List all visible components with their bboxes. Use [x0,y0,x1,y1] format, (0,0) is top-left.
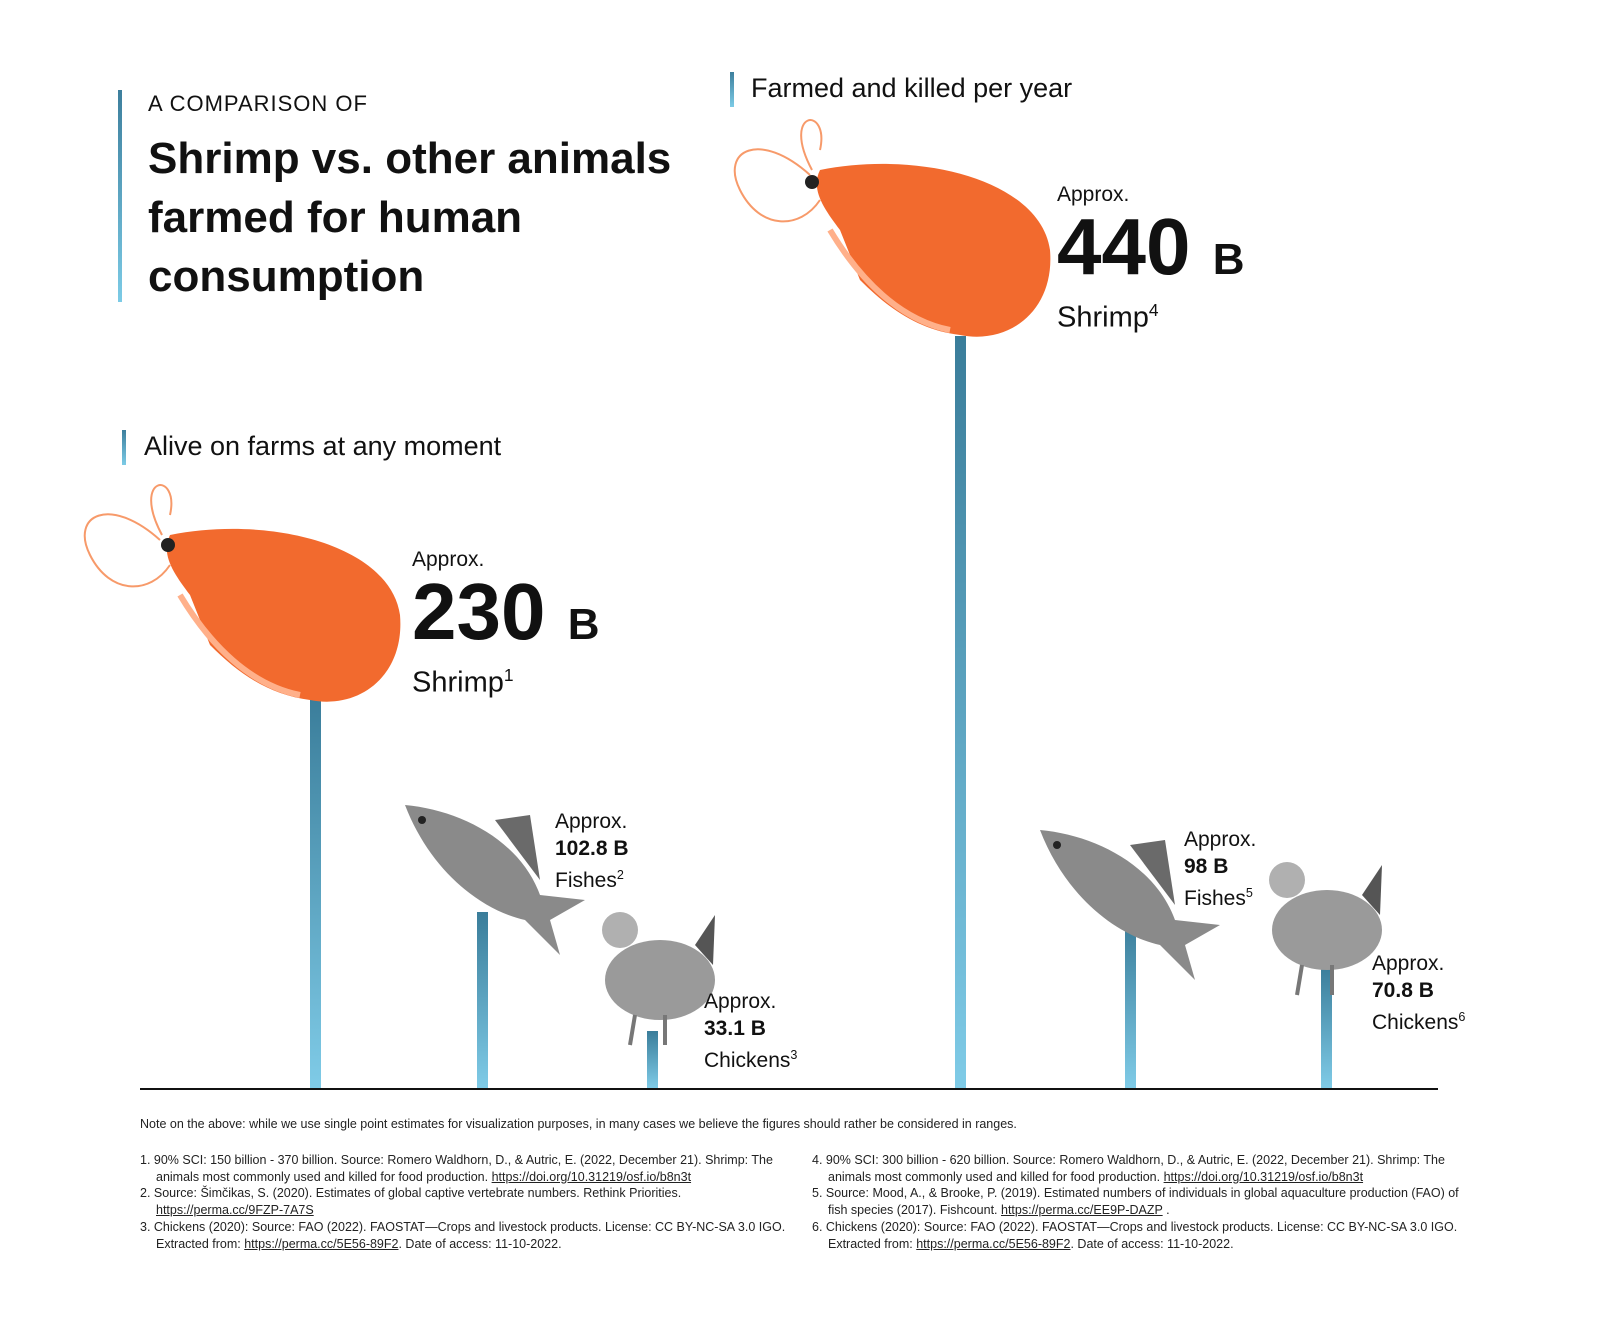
label-alive-fishes: Approx. 102.8 B Fishes2 [555,808,629,894]
footnote-ref: 2 [616,868,624,882]
label-killed-fishes: Approx. 98 B Fishes5 [1184,826,1256,912]
footnote-link[interactable]: https://perma.cc/5E56-89F2 [244,1236,399,1251]
footnote-link[interactable]: https://doi.org/10.31219/osf.io/b8n3t [491,1169,692,1184]
approx-text: Approx. [704,990,777,1013]
label-killed-chickens: Approx. 70.8 B Chickens6 [1372,950,1465,1036]
footnotes-left: 1. 90% SCI: 150 billion - 370 billion. S… [140,1152,800,1252]
footnote-ref: 1 [503,665,514,685]
approx-text: Approx. [1184,828,1257,851]
animal-label: Shrimp1 [412,665,600,700]
footnote: 5. Source: Mood, A., & Brooke, P. (2019)… [812,1186,1459,1218]
footnotes-right: 4. 90% SCI: 300 billion - 620 billion. S… [812,1152,1472,1252]
title-line: consumption [148,252,425,301]
value: 70.8 B [1372,979,1434,1002]
footnote-ref: 6 [1458,1010,1466,1024]
bar-killed-shrimp [955,335,966,1088]
chicken-image [1269,862,1382,996]
footnote: 3. Chickens (2020): Source: FAO (2022). … [140,1219,786,1251]
animal: Shrimp [1057,301,1149,334]
footnote: 6. Chickens (2020): Source: FAO (2022). … [812,1219,1458,1251]
footnote-link[interactable]: https://perma.cc/EE9P-DAZP [1001,1203,1163,1218]
bar-killed-fishes [1125,920,1136,1088]
accent-bar [122,430,126,465]
animal: Shrimp [412,666,504,699]
footnote: 4. 90% SCI: 300 billion - 620 billion. S… [812,1153,1445,1184]
footnote-link[interactable]: https://perma.cc/5E56-89F2 [916,1236,1071,1251]
note-text: Note on the above: while we use single p… [140,1117,1017,1131]
section-label-alive: Alive on farms at any moment [144,431,502,461]
animal-label: Shrimp4 [1057,300,1245,335]
value: 33.1 B [704,1017,766,1040]
value-label: 230 B [412,572,600,665]
bar-killed-chickens [1321,966,1332,1088]
kicker: A COMPARISON OF [148,91,368,116]
label-alive-chickens: Approx. 33.1 B Chickens3 [704,988,797,1074]
title-line: Shrimp vs. other animals [148,134,672,183]
animal: Chickens [704,1049,791,1072]
animal: Fishes [555,869,617,892]
bar-alive-fishes [477,912,488,1088]
label-killed-shrimp: Approx. 440 B Shrimp4 [1057,183,1245,335]
bar-alive-chickens [647,1031,658,1088]
baseline-axis [140,1088,1438,1090]
animal: Fishes [1184,887,1246,910]
value-label: 440 B [1057,207,1245,300]
value: 102.8 B [555,837,629,860]
unit: B [1212,235,1245,284]
approx-text: Approx. [555,810,628,833]
shrimp-image [733,119,1051,337]
shrimp-image [83,484,401,702]
footnote-ref: 4 [1148,300,1159,320]
footnote: 1. 90% SCI: 150 billion - 370 billion. S… [140,1153,773,1184]
section-label-killed: Farmed and killed per year [751,73,1073,103]
animal: Chickens [1372,1011,1459,1034]
approx-text: Approx. [412,548,485,571]
chicken-image [602,912,715,1046]
bar-alive-shrimp [310,694,321,1088]
footnote-link[interactable]: https://doi.org/10.31219/osf.io/b8n3t [1163,1169,1364,1184]
value: 440 [1057,202,1191,291]
title-line: farmed for human [148,193,523,242]
value: 98 B [1184,855,1229,878]
footnote-ref: 5 [1245,886,1253,900]
fish-image [405,805,585,955]
approx-text: Approx. [1372,952,1445,975]
footnote-ref: 3 [790,1048,798,1062]
value: 230 [412,567,546,656]
approx-text: Approx. [1057,183,1130,206]
accent-bar [118,90,122,302]
footnote: 2. Source: Šimčikas, S. (2020). Estimate… [140,1186,682,1218]
label-alive-shrimp: Approx. 230 B Shrimp1 [412,548,600,700]
page-title: Shrimp vs. other animals farmed for huma… [148,129,671,306]
unit: B [567,600,600,649]
fish-image [1040,830,1220,980]
footnote-link[interactable]: https://perma.cc/9FZP-7A7S [156,1203,314,1218]
accent-bar [730,72,734,107]
